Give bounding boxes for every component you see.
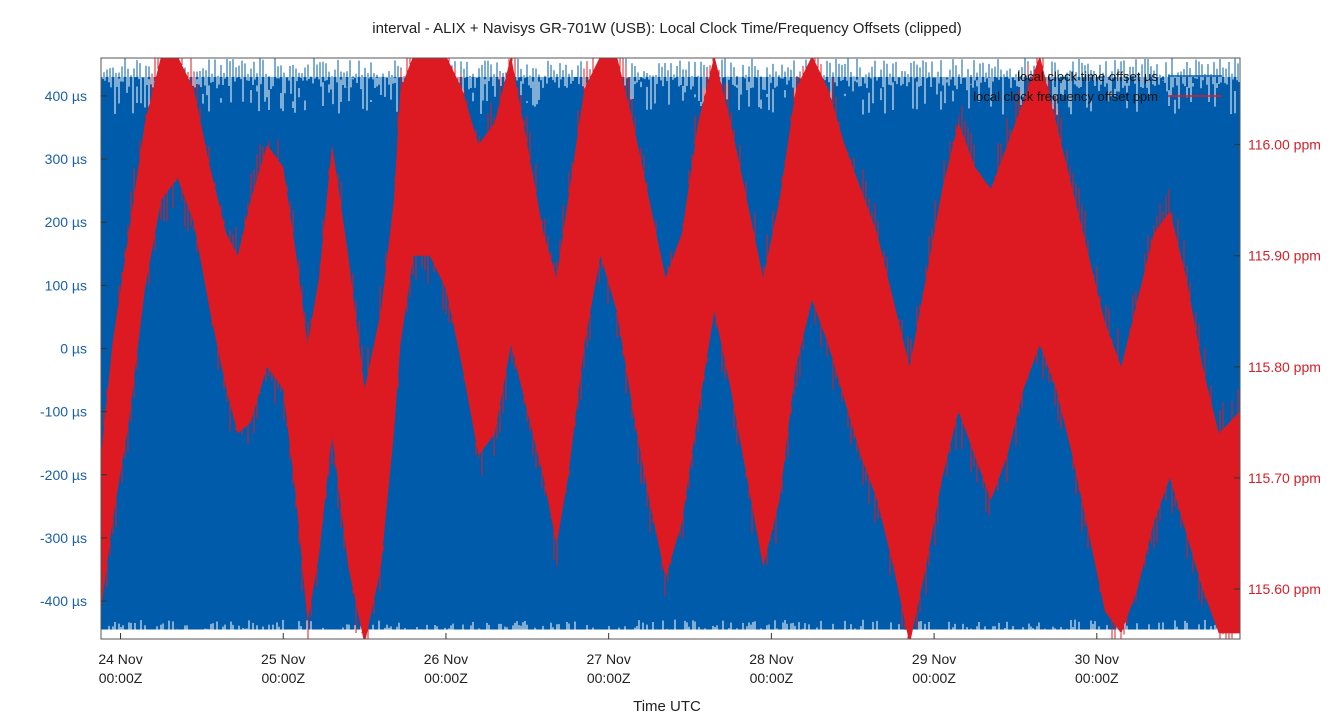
- left-tick-label: 200 µs: [45, 214, 87, 230]
- left-tick-label: 400 µs: [45, 88, 87, 104]
- x-axis: 24 Nov 00:00Z 25 Nov 00:00Z 26 Nov 00:00Z 27 N…: [98, 633, 1119, 686]
- left-tick-label: 300 µs: [45, 151, 87, 167]
- x-tick-day-label: 26 Nov: [424, 651, 468, 667]
- left-tick-label: -200 µs: [40, 467, 87, 483]
- frequency-offset-spikes: [101, 58, 1239, 639]
- frequency-offset-band: [101, 58, 1240, 639]
- x-axis-label: Time UTC: [633, 698, 701, 715]
- right-tick-label: 115.60 ppm: [1248, 581, 1321, 597]
- frequency-offset-series: [101, 58, 1240, 639]
- right-tick-label: 115.70 ppm: [1248, 470, 1321, 486]
- x-tick-day-label: 25 Nov: [261, 651, 305, 667]
- x-tick-time-label: 00:00Z: [99, 670, 143, 686]
- right-tick-label: 115.90 ppm: [1248, 248, 1321, 264]
- right-tick-label: 116.00 ppm: [1248, 137, 1321, 153]
- legend-label: local clock time offset µs: [1017, 69, 1158, 84]
- x-tick-time-label: 00:00Z: [912, 670, 956, 686]
- x-tick-day-label: 28 Nov: [749, 651, 793, 667]
- left-tick-label: 0 µs: [60, 341, 87, 357]
- left-tick-label: -100 µs: [40, 404, 87, 420]
- x-tick-time-label: 00:00Z: [261, 670, 305, 686]
- x-tick-time-label: 00:00Z: [587, 670, 631, 686]
- legend: local clock time offset µs local clock fr…: [973, 69, 1222, 104]
- x-tick-time-label: 00:00Z: [1075, 670, 1119, 686]
- right-axis: 116.00 ppm 115.90 ppm 115.80 ppm 115.70 ppm…: [1234, 137, 1321, 597]
- legend-label: local clock frequency offset ppm: [973, 89, 1158, 104]
- x-tick-day-label: 30 Nov: [1075, 651, 1119, 667]
- plot-area: [101, 58, 1240, 639]
- left-tick-label: 100 µs: [45, 277, 87, 293]
- x-tick-day-label: 27 Nov: [586, 651, 630, 667]
- x-tick-time-label: 00:00Z: [750, 670, 794, 686]
- right-tick-label: 115.80 ppm: [1248, 359, 1321, 375]
- left-tick-label: -300 µs: [40, 530, 87, 546]
- x-tick-day-label: 29 Nov: [912, 651, 956, 667]
- left-axis: 400 µs 300 µs 200 µs 100 µs 0 µs -100 µs -200 …: [40, 88, 107, 609]
- x-tick-day-label: 24 Nov: [98, 651, 142, 667]
- chart-title: interval - ALIX + Navisys GR-701W (USB):…: [372, 20, 962, 37]
- x-tick-time-label: 00:00Z: [424, 670, 468, 686]
- left-tick-label: -400 µs: [40, 593, 87, 609]
